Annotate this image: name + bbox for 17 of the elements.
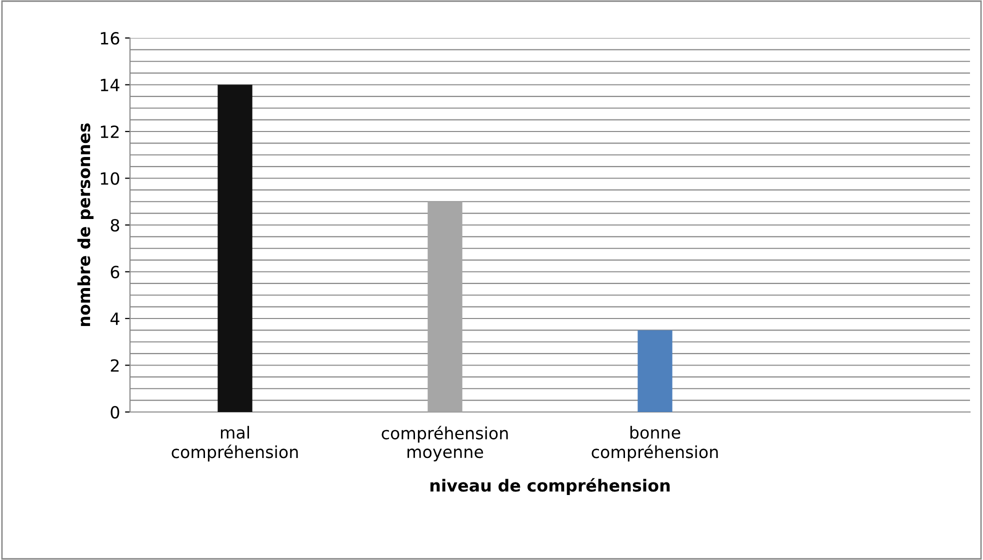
y-tick-label: 2 (110, 359, 119, 372)
x-tick-label: bonne compréhension (592, 426, 718, 462)
x-tick-label: compréhension moyenne (382, 426, 508, 462)
y-tick-label: 14 (100, 78, 120, 92)
y-tick-label: 6 (110, 266, 120, 278)
x-tick-label: mal compréhension (172, 426, 298, 462)
y-tick-label: 10 (100, 172, 120, 185)
bar (218, 84, 252, 412)
y-tick-label: 0 (110, 406, 120, 419)
y-tick-label: 16 (100, 32, 120, 45)
x-axis-title: niveau de compréhension (430, 478, 670, 495)
y-axis-title: nombre de personnes (77, 123, 94, 326)
bar (638, 330, 672, 412)
y-tick-label: 4 (110, 312, 120, 325)
y-tick-label: 12 (100, 125, 119, 138)
y-tick-label: 8 (110, 218, 120, 232)
bar (428, 202, 462, 412)
